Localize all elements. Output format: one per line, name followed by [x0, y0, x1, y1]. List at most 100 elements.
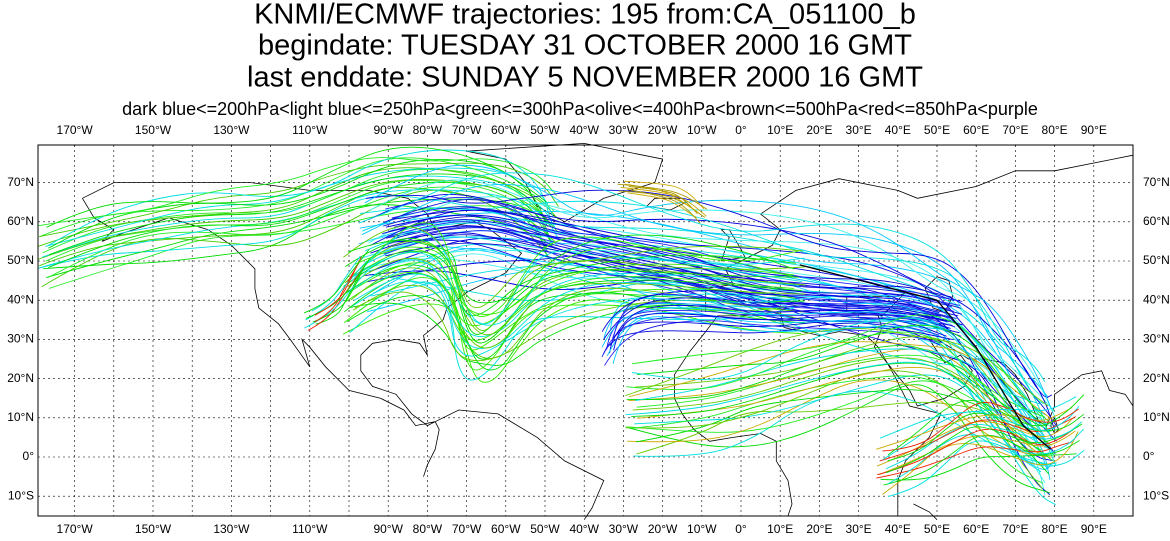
- trajectory: [627, 380, 1044, 484]
- trajectory: [879, 396, 1077, 439]
- trajectory: [358, 172, 1046, 382]
- trajectory: [879, 430, 1076, 476]
- trajectory: [625, 328, 1049, 407]
- trajectory: [606, 310, 944, 350]
- trajectory: [347, 257, 806, 336]
- lon-label-top: 90°W: [373, 123, 403, 137]
- trajectory: [344, 237, 797, 317]
- trajectory: [887, 412, 1085, 462]
- trajectory: [369, 179, 1057, 421]
- trajectory: [343, 226, 803, 309]
- lat-label-left: 50°N: [7, 253, 34, 267]
- lat-label-right: 40°N: [1143, 292, 1170, 306]
- trajectory: [631, 314, 1053, 426]
- trajectory: [633, 390, 1052, 466]
- trajectory: [606, 311, 945, 356]
- enddate: last enddate: SUNDAY 5 NOVEMBER 2000 16 …: [247, 62, 923, 94]
- trajectory: [617, 183, 708, 210]
- trajectory: [385, 197, 963, 302]
- trajectory: [303, 249, 370, 314]
- trajectory: [368, 196, 1055, 413]
- lon-label-bottom: 40°E: [885, 522, 911, 536]
- trajectory: [385, 214, 953, 307]
- trajectory: [388, 221, 951, 319]
- trajectory: [350, 267, 806, 349]
- trajectory: [354, 222, 799, 317]
- lon-label-top: 10°E: [767, 123, 793, 137]
- lon-label-top: 40°W: [569, 123, 599, 137]
- trajectory: [45, 179, 549, 262]
- trajectory: [613, 313, 951, 351]
- trajectory: [882, 402, 1079, 452]
- lon-label-bottom: 30°E: [846, 522, 872, 536]
- trajectory: [620, 187, 707, 217]
- trajectory: [612, 302, 950, 344]
- lon-label-bottom: 110°W: [292, 522, 328, 536]
- trajectory: [609, 294, 948, 330]
- coastline: [423, 421, 440, 477]
- trajectories: [37, 146, 1085, 506]
- lat-label-left: 40°N: [7, 292, 34, 306]
- trajectory: [39, 157, 555, 237]
- trajectory: [364, 164, 1052, 409]
- trajectory: [363, 248, 1051, 480]
- trajectory: [352, 281, 795, 357]
- lon-label-top: 80°E: [1042, 123, 1068, 137]
- trajectory: [353, 284, 804, 359]
- lat-label-left: 60°N: [7, 214, 34, 228]
- lon-label-bottom: 0°: [735, 522, 747, 536]
- lon-label-bottom: 150°W: [135, 522, 172, 536]
- lon-label-bottom: 50°W: [530, 522, 560, 536]
- coastline: [705, 154, 1134, 312]
- lon-label-top: 60°W: [491, 123, 521, 137]
- trajectory: [887, 440, 1085, 498]
- trajectory: [348, 262, 795, 341]
- lon-label-top: 10°W: [687, 123, 717, 137]
- lon-label-bottom: 80°W: [413, 522, 443, 536]
- trajectory: [883, 434, 1080, 486]
- lon-label-bottom: 10°W: [687, 522, 717, 536]
- lat-label-right: 10°N: [1143, 410, 1170, 424]
- lon-label-top: 110°W: [292, 123, 328, 137]
- lon-label-top: 150°W: [135, 123, 172, 137]
- coastlines: [82, 142, 1134, 520]
- trajectory: [46, 146, 549, 228]
- trajectory: [305, 260, 368, 321]
- lon-label-top: 20°W: [648, 123, 678, 137]
- lon-label-top: 30°E: [846, 123, 872, 137]
- trajectory: [636, 324, 1048, 428]
- trajectory: [885, 423, 1083, 474]
- trajectory: [887, 394, 1085, 456]
- trajectory: [353, 251, 803, 326]
- lon-label-bottom: 80°E: [1042, 522, 1068, 536]
- coastline: [674, 311, 942, 516]
- trajectory: [601, 307, 940, 348]
- trajectory: [885, 421, 1083, 470]
- lat-label-right: 10°S: [1143, 488, 1169, 502]
- trajectory: [604, 320, 942, 366]
- lon-label-top: 70°E: [1002, 123, 1028, 137]
- tick-labels: 170°W 170°W 150°W 150°W 130°W 130°W 110°W 110°W…: [7, 123, 1170, 536]
- lon-label-top: 50°W: [530, 123, 560, 137]
- lon-label-bottom: 40°W: [569, 522, 599, 536]
- trajectory: [354, 259, 800, 338]
- lon-label-bottom: 20°W: [648, 522, 678, 536]
- lon-label-bottom: 70°E: [1002, 522, 1028, 536]
- trajectory: [369, 273, 1056, 506]
- trajectory: [632, 357, 1053, 446]
- trajectory: [634, 336, 1042, 432]
- lat-label-left: 10°N: [7, 410, 34, 424]
- trajectory: [312, 266, 365, 323]
- trajectory: [344, 273, 805, 360]
- lon-label-top: 60°E: [963, 123, 989, 137]
- lon-label-bottom: 10°E: [767, 522, 793, 536]
- trajectory: [349, 302, 806, 366]
- trajectory: [634, 374, 1042, 473]
- lat-label-right: 50°N: [1143, 253, 1170, 267]
- lon-label-bottom: 50°E: [924, 522, 950, 536]
- lon-label-top: 20°E: [806, 123, 832, 137]
- map-frame: [37, 144, 1134, 517]
- lon-label-bottom: 170°W: [57, 522, 94, 536]
